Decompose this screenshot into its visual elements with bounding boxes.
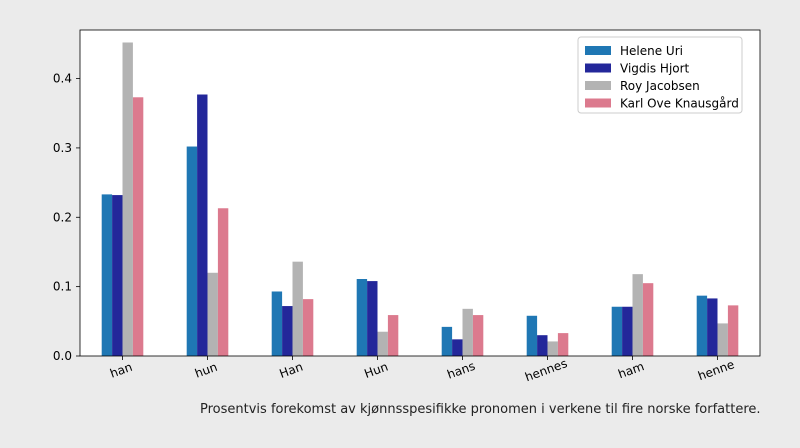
y-tick-label: 0.1 xyxy=(53,280,72,294)
legend-swatch xyxy=(585,63,611,73)
legend-label: Vigdis Hjort xyxy=(620,62,690,76)
bar-henne-1 xyxy=(707,298,718,356)
plot-frame xyxy=(79,29,761,357)
bar-han-3 xyxy=(302,299,314,356)
bar-hans-3 xyxy=(472,315,484,356)
legend-swatch xyxy=(585,81,611,90)
bar-hans-1 xyxy=(452,339,463,356)
x-tick-label: Hun xyxy=(362,360,390,381)
x-tick-label: hans xyxy=(445,359,477,382)
bar-ham-3 xyxy=(642,283,654,356)
bars-group xyxy=(101,42,739,357)
legend-label: Roy Jacobsen xyxy=(620,79,700,93)
x-tick-label: henne xyxy=(696,357,736,383)
y-tick-label: 0.3 xyxy=(53,141,72,155)
legend-label: Karl Ove Knausgård xyxy=(620,97,739,111)
bar-han-2 xyxy=(122,42,133,357)
legend-label: Helene Uri xyxy=(620,44,683,58)
bar-han-0 xyxy=(101,194,113,356)
y-tick-label: 0.2 xyxy=(53,210,72,224)
bar-hun-0 xyxy=(186,146,198,356)
bar-hans-2 xyxy=(462,308,473,356)
bar-ham-1 xyxy=(622,306,633,356)
x-tick-label: Han xyxy=(277,360,304,381)
bar-hennes-2 xyxy=(547,341,558,356)
legend: Helene Uri Vigdis Hjort Roy Jacobsen Karl O… xyxy=(577,36,743,114)
legend-swatch xyxy=(585,46,611,55)
bar-han-0 xyxy=(271,291,283,356)
bar-hun-3 xyxy=(387,315,399,356)
bar-henne-2 xyxy=(717,323,728,356)
bar-hennes-1 xyxy=(537,335,548,356)
bar-hennes-3 xyxy=(557,333,569,356)
bar-henne-3 xyxy=(727,305,739,356)
bar-hun-2 xyxy=(207,272,218,356)
x-tick-label: hun xyxy=(193,360,219,381)
legend-swatch xyxy=(585,98,611,108)
y-tick-label: 0.4 xyxy=(53,72,72,86)
bar-hun-1 xyxy=(197,94,208,356)
legend-box xyxy=(577,36,743,114)
bar-han-1 xyxy=(282,306,293,356)
bar-han-3 xyxy=(132,97,144,356)
bar-hun-2 xyxy=(377,331,388,356)
bar-henne-0 xyxy=(696,295,708,356)
x-tick-label: ham xyxy=(616,359,646,381)
x-tick-label: hennes xyxy=(523,356,569,384)
bar-han-2 xyxy=(292,261,303,356)
bar-hun-3 xyxy=(217,208,229,356)
chart-caption: Prosentvis forekomst av kjønnsspesifikke… xyxy=(200,402,761,417)
bar-hennes-0 xyxy=(526,315,538,356)
y-tick-label: 0.0 xyxy=(53,349,72,363)
bar-han-1 xyxy=(112,195,123,356)
bar-ham-2 xyxy=(632,274,643,356)
x-tick-label: han xyxy=(108,360,134,381)
bar-ham-0 xyxy=(611,306,623,356)
bar-hun-0 xyxy=(356,279,368,356)
bar-hans-0 xyxy=(441,326,453,356)
bar-hun-1 xyxy=(367,281,378,356)
